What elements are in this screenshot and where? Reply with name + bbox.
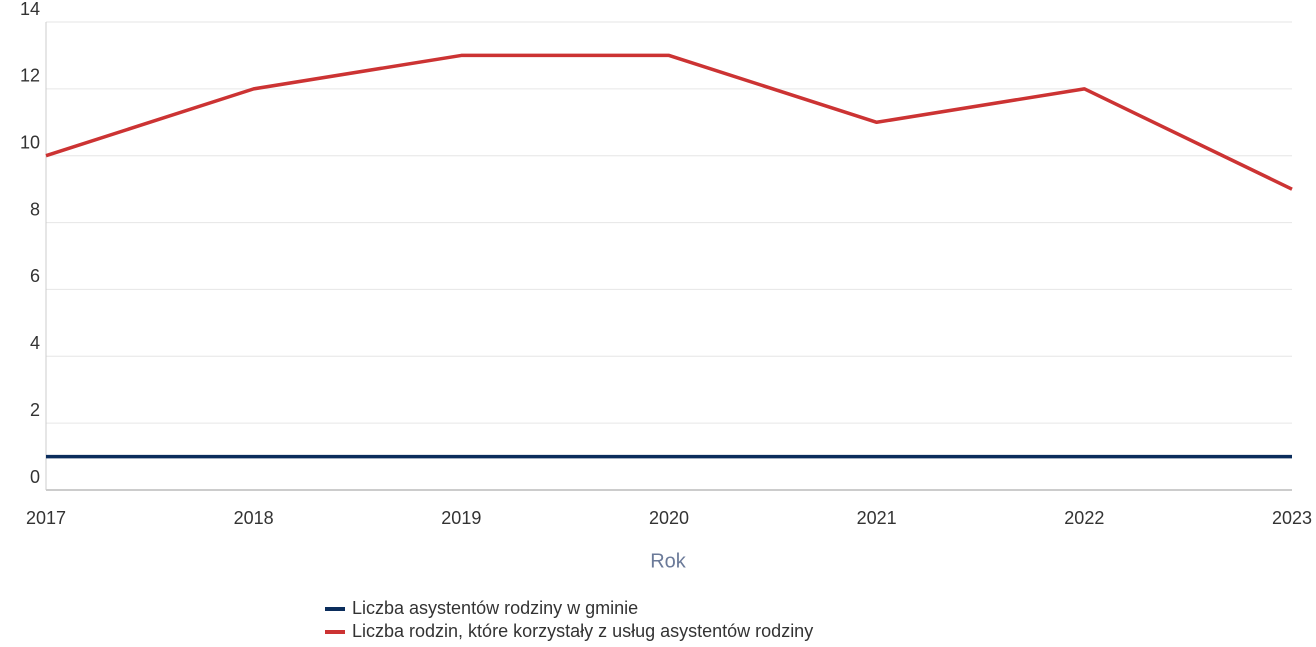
legend-label: Liczba asystentów rodziny w gminie — [352, 598, 638, 618]
y-tick-label: 14 — [20, 0, 40, 19]
x-tick-label: 2019 — [441, 508, 481, 528]
series-line — [45, 53, 1293, 191]
x-tick-label: 2022 — [1064, 508, 1104, 528]
y-tick-label: 4 — [30, 333, 40, 353]
legend-label: Liczba rodzin, które korzystały z usług … — [352, 621, 813, 641]
y-tick-label: 8 — [30, 199, 40, 219]
y-tick-label: 10 — [20, 132, 40, 152]
x-tick-label: 2021 — [857, 508, 897, 528]
x-tick-label: 2023 — [1272, 508, 1312, 528]
y-tick-label: 2 — [30, 400, 40, 420]
y-tick-label: 0 — [30, 467, 40, 487]
y-tick-label: 12 — [20, 66, 40, 86]
x-tick-label: 2018 — [234, 508, 274, 528]
y-tick-label: 6 — [30, 266, 40, 286]
x-tick-label: 2020 — [649, 508, 689, 528]
x-tick-label: 2017 — [26, 508, 66, 528]
x-axis-title: Rok — [650, 550, 687, 572]
